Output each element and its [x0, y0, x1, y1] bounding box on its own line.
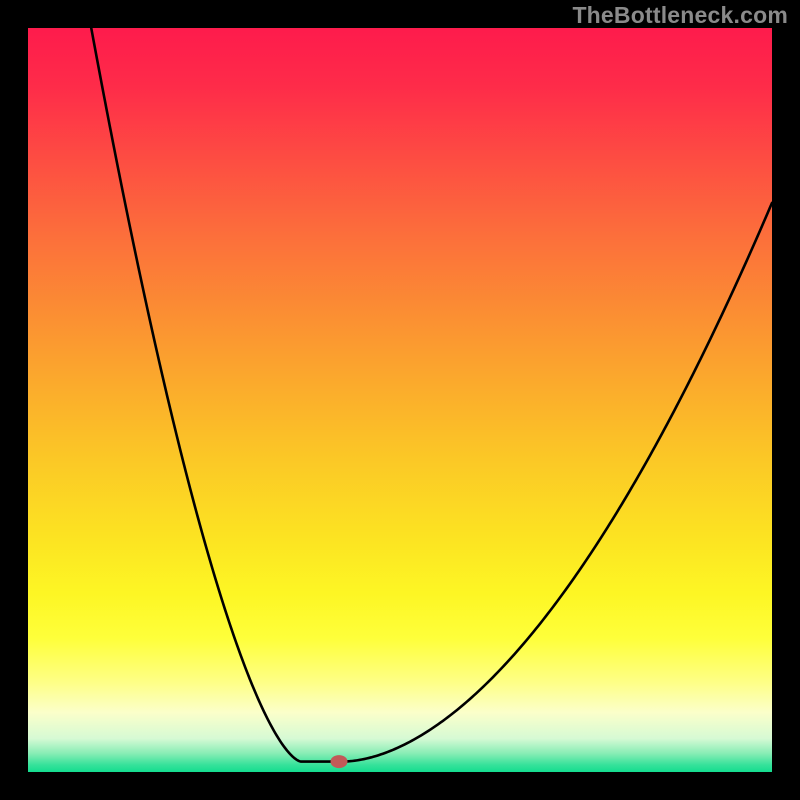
watermark-text: TheBottleneck.com — [572, 2, 788, 29]
chart-frame: TheBottleneck.com — [0, 0, 800, 800]
optimum-marker — [331, 756, 347, 768]
plot-area-gradient — [28, 28, 772, 772]
chart-svg — [0, 0, 800, 800]
